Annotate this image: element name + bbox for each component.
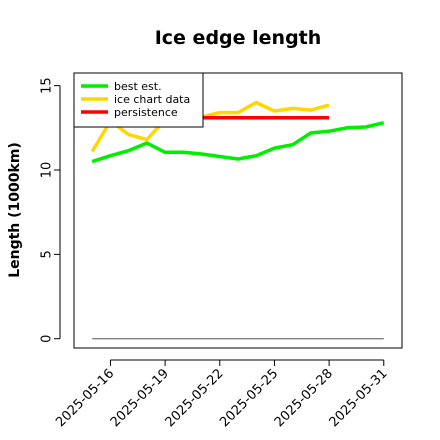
- series-line-best-est-: [91, 121, 385, 164]
- legend-entry: persistence: [114, 106, 178, 119]
- y-tick-label: 0: [40, 335, 55, 343]
- chart-title: Ice edge length: [155, 27, 322, 49]
- plot-lines: [90, 100, 385, 340]
- series-line-ice-chart-data: [90, 100, 330, 153]
- plot-frame: [73, 72, 403, 349]
- y-tick-label: 5: [40, 250, 55, 258]
- y-tick-label: 10: [40, 162, 55, 179]
- legend-entry: best est.: [114, 80, 162, 93]
- y-axis-label: Length (1000km): [7, 142, 23, 278]
- y-tick-label: 15: [40, 77, 55, 94]
- x-tick-label: 2025-05-31: [327, 366, 391, 430]
- legend-entry: ice chart data: [114, 93, 190, 106]
